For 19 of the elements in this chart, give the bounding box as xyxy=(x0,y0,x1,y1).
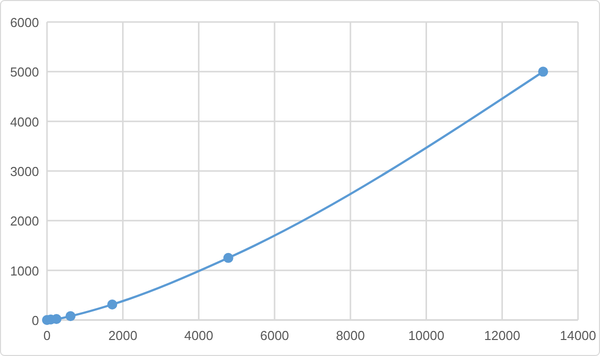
x-tick-label: 8000 xyxy=(336,328,365,343)
point xyxy=(66,311,76,322)
y-tick-label: 3000 xyxy=(10,164,39,179)
y-tick-label: 4000 xyxy=(10,114,39,130)
x-tick-label: 0 xyxy=(43,328,51,343)
point xyxy=(223,252,234,263)
y-tick-label: 6000 xyxy=(10,15,39,30)
y-tick-label: 2000 xyxy=(10,214,39,229)
x-tick-label: 14000 xyxy=(560,328,596,343)
x-tick-label: 4000 xyxy=(184,328,214,343)
point xyxy=(538,66,548,77)
x-tick-label: 2000 xyxy=(108,328,138,343)
y-tick-label: 1000 xyxy=(10,263,39,278)
x-tick-label: 12000 xyxy=(484,328,520,343)
y-tick-label: 5000 xyxy=(10,64,39,80)
y-tick-label: 0 xyxy=(32,313,39,328)
x-tick-label: 6000 xyxy=(260,328,290,343)
x-tick-label: 10000 xyxy=(408,328,444,343)
point xyxy=(107,300,118,310)
